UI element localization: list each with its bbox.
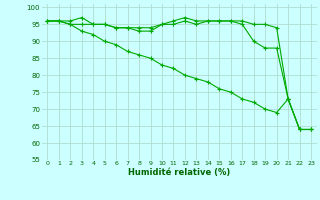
X-axis label: Humidité relative (%): Humidité relative (%)	[128, 168, 230, 177]
